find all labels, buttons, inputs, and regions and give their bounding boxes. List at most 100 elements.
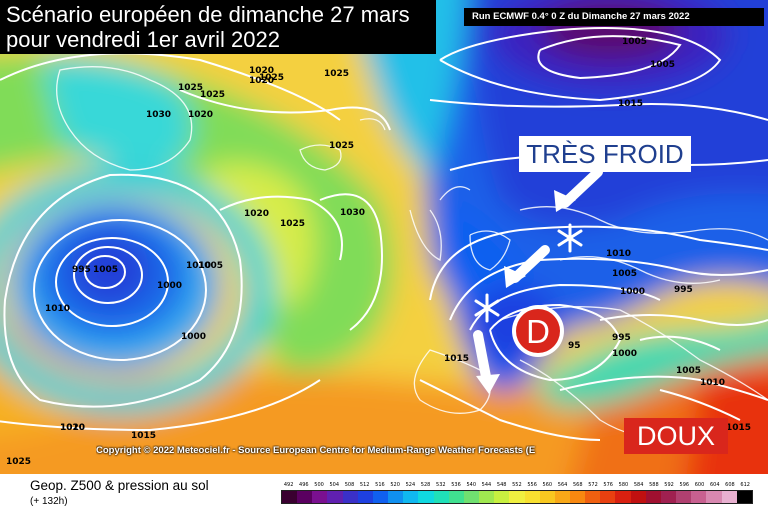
scale-tick-label: 504	[329, 482, 340, 488]
scale-tick-label: 588	[649, 482, 659, 488]
variable-label: Geop. Z500 & pression au sol	[30, 478, 209, 493]
color-scale-legend: 492 496 500 504 508 512 516 520 524 528 532 536 540 5…	[281, 480, 753, 508]
scale-swatch	[524, 491, 540, 503]
isobar-label: 1025	[280, 219, 305, 229]
scale-swatch	[342, 491, 358, 503]
isobar-label: 1005	[612, 269, 637, 279]
isobars	[0, 27, 768, 441]
scale-swatch	[615, 491, 631, 503]
scale-tick-label: 608	[725, 482, 735, 488]
scale-swatch	[539, 491, 555, 503]
scale-swatch	[418, 491, 434, 503]
isobar-label: 995	[72, 265, 91, 275]
scale-swatch	[706, 491, 722, 503]
scale-tick-label: 600	[694, 482, 705, 488]
scale-tick-label: 540	[466, 482, 476, 488]
scale-swatch	[645, 491, 661, 503]
isobar-label: 1030	[340, 208, 365, 218]
scale-tick-label: 556	[527, 482, 537, 488]
scale-tick-label: 592	[664, 482, 674, 488]
scale-tick-label: 496	[299, 482, 309, 488]
isobar-label: 1005	[676, 366, 701, 376]
snowflakes	[474, 223, 583, 323]
isobar-label: 1015	[444, 354, 469, 364]
title-line-2: pour vendredi 1er avril 2022	[6, 27, 280, 52]
isobar-label: 1020	[244, 209, 269, 219]
scale-tick-label: 564	[557, 482, 568, 488]
isobar-label: 1025	[259, 73, 284, 83]
isobar-label: 1025	[329, 141, 354, 151]
geopotential-field	[0, 0, 768, 474]
scale-tick-label: 560	[542, 482, 553, 488]
isobar-label: 1005	[198, 261, 223, 271]
scale-swatch	[282, 491, 298, 503]
scale-swatch	[433, 491, 449, 503]
scale-tick-label: 512	[359, 482, 370, 488]
depression-marker: D	[512, 305, 564, 357]
scale-tick-label: 500	[314, 482, 324, 488]
scale-tick-label: 568	[572, 482, 583, 488]
isobar-label: 1015	[726, 423, 751, 433]
run-label: Run ECMWF 0.4° 0 Z du Dimanche 27 mars 2…	[464, 8, 764, 26]
isobar-label: 1025	[6, 457, 31, 467]
forecast-hours: (+ 132h)	[30, 496, 68, 507]
scale-tick-label: 572	[588, 482, 598, 488]
arrow-heads	[476, 190, 576, 394]
scale-swatch	[509, 491, 525, 503]
isobar-label: 1015	[618, 99, 643, 109]
scale-swatch	[585, 491, 601, 503]
weather-map: 1025 1020 1020 1025 1025 1025 1030 1020 …	[0, 0, 768, 474]
scale-swatch	[448, 491, 464, 503]
isobar-label: 1030	[146, 110, 171, 120]
cold-label: TRÈS FROID	[519, 136, 691, 172]
scale-tick-label: 596	[679, 482, 690, 488]
arrow-head-icon	[476, 374, 500, 394]
depression-label: D	[526, 313, 550, 350]
scale-tick-label: 520	[390, 482, 400, 488]
title-line-1: Scénario européen de dimanche 27 mars	[6, 2, 410, 27]
scale-swatch	[327, 491, 343, 503]
scale-tick-label: 612	[740, 482, 750, 488]
scale-swatch	[554, 491, 570, 503]
scale-swatch	[357, 491, 373, 503]
isobar-label: 1000	[157, 281, 182, 291]
scale-tick-label: 516	[375, 482, 385, 488]
isobar-label: 1020	[188, 110, 213, 120]
scale-tick-label: 604	[709, 482, 720, 488]
scale-swatch	[372, 491, 389, 503]
scale-tick-label: 536	[451, 482, 461, 488]
scale-swatch	[403, 491, 419, 503]
scale-swatch	[676, 491, 692, 503]
isobar-label: 1000	[612, 349, 637, 359]
isobar-label: 1020	[249, 66, 274, 76]
isobar-label: 1020	[60, 423, 85, 433]
arrow-head-icon	[554, 190, 576, 212]
isobar-labels: 1025 1020 1020 1025 1025 1025 1030 1020 …	[6, 37, 751, 467]
map-canvas: 1025 1020 1020 1025 1025 1025 1030 1020 …	[0, 0, 768, 474]
scale-swatch	[388, 491, 404, 503]
scale-swatch	[463, 491, 480, 503]
scale-ticks: 492 496 500 504 508 512 516 520 524 528 532 536 540 5…	[281, 480, 753, 490]
isobar-label: 1000	[620, 287, 645, 297]
scale-tick-label: 508	[344, 482, 355, 488]
scale-swatch	[660, 491, 677, 503]
arrow-head-icon	[504, 266, 526, 288]
isobar-label: 1025	[178, 83, 203, 93]
snowflake-icon	[557, 223, 583, 253]
isobar-label: 1010	[60, 423, 85, 433]
isobar-label: 1010	[45, 304, 70, 314]
isobar-label: 1010	[606, 249, 631, 259]
scale-tick-label: 528	[420, 482, 431, 488]
isobar-label: 1025	[200, 90, 225, 100]
scale-bar	[281, 490, 753, 504]
snowflake-icon	[474, 293, 500, 323]
isobar-label: 1020	[249, 76, 274, 86]
scale-swatch	[600, 491, 616, 503]
isobar-label: 1005	[650, 60, 675, 70]
isobar-label: 1015	[131, 431, 156, 441]
scale-tick-label: 580	[618, 482, 629, 488]
scale-swatch	[630, 491, 646, 503]
copyright-text: Copyright © 2022 Meteociel.fr - Source E…	[96, 445, 536, 456]
scale-tick-label: 524	[405, 482, 416, 488]
scale-tick-label: 544	[481, 482, 492, 488]
